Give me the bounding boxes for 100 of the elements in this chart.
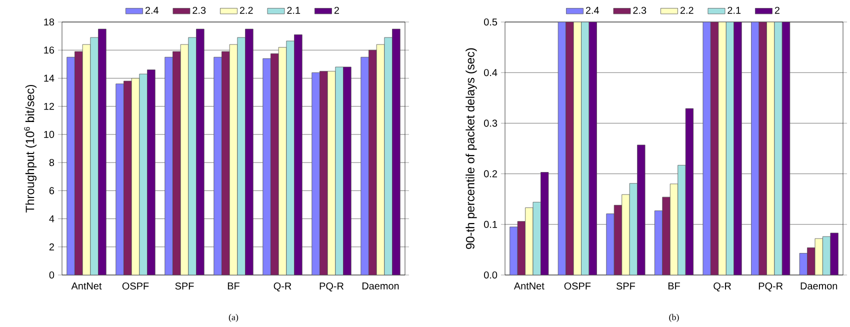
y-tick-label: 0.5 (484, 18, 498, 26)
bar (384, 37, 392, 275)
legend-label: 2.2 (240, 6, 253, 14)
bar (164, 56, 173, 275)
bar (368, 50, 377, 275)
bar (532, 202, 541, 275)
legend-label: 2 (774, 6, 780, 14)
x-tick-label: OSPF (564, 282, 591, 290)
y-tick-label: 8 (49, 159, 54, 166)
bar (286, 40, 294, 275)
y-tick-label: 0.4 (484, 69, 498, 76)
bar (188, 37, 196, 275)
bar (662, 196, 670, 275)
legend-label: 2.3 (633, 6, 646, 14)
bar (678, 165, 686, 275)
bar (654, 210, 663, 275)
bar (270, 53, 279, 275)
bar (98, 28, 106, 275)
y-tick-label: 4 (49, 215, 54, 222)
bar (66, 56, 75, 275)
bar (147, 70, 156, 275)
bar (614, 204, 622, 275)
bar (782, 22, 790, 275)
x-tick-label: Q-R (714, 282, 731, 292)
x-tick-label: Daemon (800, 282, 838, 290)
bar (245, 28, 254, 275)
y-axis-title: 90-th percentile of packet delays (sec) (466, 48, 477, 249)
bar (751, 22, 760, 275)
legend-label: 2.4 (586, 6, 600, 14)
x-tick-label: OSPF (122, 282, 149, 290)
bar (710, 22, 719, 275)
y-tick-label: 0.3 (484, 120, 498, 127)
bar (540, 172, 549, 275)
bar (312, 72, 320, 275)
bar (629, 183, 638, 275)
bar (139, 74, 148, 275)
bar (685, 108, 694, 275)
legend-label: 2.2 (680, 6, 694, 14)
x-tick-label: PQ-R (320, 282, 344, 292)
legend-label: 2.4 (145, 6, 159, 14)
bar (90, 37, 98, 275)
bar (637, 144, 646, 275)
legend-label: 2.3 (192, 6, 206, 14)
bar (588, 22, 597, 275)
bar (172, 51, 181, 275)
x-tick-label: AntNet (514, 282, 544, 290)
bar (766, 22, 775, 275)
bar (734, 22, 742, 275)
y-tick-label: 14 (44, 74, 54, 82)
bar (566, 22, 574, 275)
x-tick-label: PQ-R (758, 282, 783, 292)
bar (222, 51, 230, 275)
bar (558, 22, 566, 275)
bar (606, 214, 614, 275)
y-tick-label: 2 (49, 243, 54, 250)
y-axis-title: Throughput (10$^{6}$ bit/sec) (24, 84, 37, 212)
bar (622, 194, 630, 275)
bar (320, 70, 328, 275)
text: (a) (228, 314, 238, 322)
legend-label: 2 (334, 6, 339, 14)
legend-label: 2.1 (728, 6, 741, 14)
bar (74, 51, 83, 275)
bar (343, 66, 352, 275)
bar (774, 22, 782, 275)
y-tick-label: 0.2 (484, 170, 497, 178)
x-tick-label: SPF (175, 282, 194, 290)
y-tick-label: 12 (44, 102, 54, 110)
bar (237, 37, 246, 275)
y-tick-label: 0 (49, 271, 54, 279)
bar (670, 184, 678, 275)
y-tick-label: 6 (49, 187, 54, 194)
x-tick-label: SPF (616, 282, 636, 290)
x-tick-label: AntNet (71, 282, 102, 290)
bar (702, 22, 711, 275)
y-tick-label: 10 (44, 130, 54, 138)
text: (b) (669, 314, 679, 322)
y-tick-label: 16 (44, 46, 54, 54)
bar (335, 66, 344, 275)
bar (116, 84, 124, 275)
bar (517, 221, 526, 275)
x-tick-label: Daemon (362, 282, 399, 290)
x-tick-label: Q-R (274, 282, 292, 292)
bar (360, 56, 369, 275)
bar (196, 28, 204, 275)
x-tick-label: BF (228, 282, 240, 290)
bar (581, 22, 590, 275)
bar (262, 58, 271, 275)
bar (392, 28, 400, 275)
bar (718, 22, 726, 275)
bar (124, 80, 132, 275)
bar (726, 22, 734, 275)
bar (573, 22, 582, 275)
y-tick-label: 0.0 (484, 271, 498, 279)
y-tick-label: 0.1 (484, 220, 498, 228)
y-tick-label: 18 (44, 18, 54, 26)
legend-label: 2.1 (287, 6, 300, 14)
bar (758, 22, 767, 275)
bar (214, 56, 222, 275)
x-tick-label: BF (668, 282, 680, 290)
bar (294, 34, 302, 275)
